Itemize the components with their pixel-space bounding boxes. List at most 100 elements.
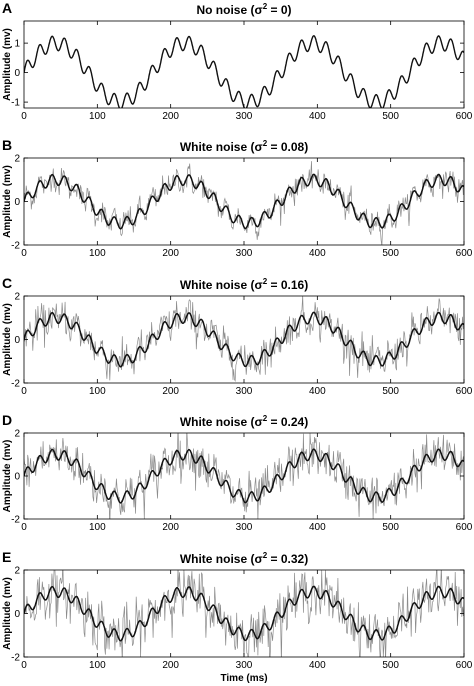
panel-letter: D bbox=[2, 412, 12, 428]
title-superscript: 2 bbox=[263, 2, 268, 11]
title-superscript: 2 bbox=[263, 277, 268, 286]
x-tick-label: 600 bbox=[456, 111, 473, 122]
title-suffix: = 0) bbox=[267, 3, 291, 17]
axes-box bbox=[23, 157, 465, 246]
y-tick-label: -1 bbox=[11, 98, 20, 109]
y-tick-label: 2 bbox=[14, 429, 20, 440]
x-tick-label: 0 bbox=[21, 386, 27, 397]
panel-title: White noise (σ2 = 0.16) bbox=[180, 277, 308, 292]
title-suffix: = 0.32) bbox=[267, 552, 308, 566]
x-tick-label: 400 bbox=[309, 111, 326, 122]
x-tick-label: 600 bbox=[456, 386, 473, 397]
y-tick-label: 0 bbox=[14, 197, 20, 208]
panel-title: White noise (σ2 = 0.24) bbox=[180, 414, 308, 429]
x-tick-label: 400 bbox=[309, 386, 326, 397]
y-tick-label: 0 bbox=[14, 68, 20, 79]
title-prefix: White noise ( bbox=[180, 415, 255, 429]
x-tick-label: 200 bbox=[162, 522, 179, 533]
title-suffix: = 0.16) bbox=[267, 278, 308, 292]
y-axis-label: Amplitude (mv) bbox=[2, 440, 13, 513]
y-tick-label: -2 bbox=[11, 515, 20, 526]
x-tick-label: 0 bbox=[21, 522, 27, 533]
clean-signal-line bbox=[24, 585, 464, 642]
series-group bbox=[24, 161, 464, 245]
panel-letter: A bbox=[2, 0, 12, 16]
y-axis-label: Amplitude (mv) bbox=[2, 28, 13, 101]
title-sigma: σ bbox=[254, 415, 262, 429]
title-prefix: White noise ( bbox=[180, 552, 255, 566]
title-prefix: White noise ( bbox=[180, 140, 255, 154]
y-tick-label: 0 bbox=[14, 472, 20, 483]
y-tick-label: -2 bbox=[11, 653, 20, 664]
x-tick-label: 300 bbox=[236, 386, 253, 397]
noisy-signal-line bbox=[24, 433, 464, 519]
x-tick-label: 100 bbox=[89, 111, 106, 122]
panel-e: E White noise (σ2 = 0.32)Amplitude (mv)0 1… bbox=[2, 549, 473, 684]
x-tick-label: 500 bbox=[382, 660, 399, 671]
x-tick-label: 500 bbox=[382, 111, 399, 122]
panel-letter: E bbox=[2, 549, 11, 565]
clean-signal-line bbox=[24, 311, 464, 368]
clean-signal-line bbox=[24, 448, 464, 504]
title-sigma: σ bbox=[254, 278, 262, 292]
panel-title: White noise (σ2 = 0.08) bbox=[180, 139, 308, 154]
x-tick-label: 100 bbox=[89, 386, 106, 397]
title-prefix: White noise ( bbox=[180, 278, 255, 292]
axes-box bbox=[23, 20, 465, 109]
x-tick-label: 300 bbox=[236, 248, 253, 259]
title-sigma: σ bbox=[254, 140, 262, 154]
noisy-signal-line bbox=[24, 161, 464, 245]
x-tick-label: 0 bbox=[21, 660, 27, 671]
title-sigma: σ bbox=[254, 552, 262, 566]
x-tick-label: 400 bbox=[309, 248, 326, 259]
panel-title: White noise (σ2 = 0.32) bbox=[180, 551, 308, 566]
series-group bbox=[24, 35, 464, 108]
x-tick-label: 200 bbox=[162, 386, 179, 397]
clean-signal-line bbox=[24, 173, 464, 230]
x-tick-label: 100 bbox=[89, 522, 106, 533]
x-tick-label: 400 bbox=[309, 522, 326, 533]
series-group bbox=[24, 296, 464, 383]
y-tick-label: 0 bbox=[14, 335, 20, 346]
x-tick-label: 500 bbox=[382, 386, 399, 397]
panel-letter: B bbox=[2, 137, 12, 153]
x-tick-label: 400 bbox=[309, 660, 326, 671]
series-group bbox=[24, 570, 464, 657]
y-axis-label: Amplitude (mv) bbox=[2, 165, 13, 238]
x-tick-label: 0 bbox=[21, 248, 27, 259]
title-prefix: No noise ( bbox=[196, 3, 254, 17]
x-tick-label: 100 bbox=[89, 660, 106, 671]
x-tick-label: 300 bbox=[236, 522, 253, 533]
title-superscript: 2 bbox=[263, 414, 268, 423]
series-group bbox=[24, 433, 464, 519]
clean-signal-line bbox=[24, 35, 464, 108]
y-axis-label: Amplitude (mv) bbox=[2, 303, 13, 376]
title-superscript: 2 bbox=[263, 551, 268, 560]
x-tick-label: 600 bbox=[456, 660, 473, 671]
y-tick-label: 2 bbox=[14, 292, 20, 303]
x-tick-label: 300 bbox=[236, 111, 253, 122]
x-tick-label: 200 bbox=[162, 111, 179, 122]
title-suffix: = 0.24) bbox=[267, 415, 308, 429]
x-axis-label: Time (ms) bbox=[220, 673, 267, 684]
x-tick-label: 200 bbox=[162, 248, 179, 259]
panel-letter: C bbox=[2, 275, 12, 291]
x-tick-label: 600 bbox=[456, 248, 473, 259]
panel-c: C White noise (σ2 = 0.16)Amplitude (mv)0 1… bbox=[2, 275, 473, 397]
panel-title: No noise (σ2 = 0) bbox=[196, 2, 291, 17]
y-tick-label: -2 bbox=[11, 241, 20, 252]
title-sigma: σ bbox=[254, 3, 262, 17]
x-tick-label: 0 bbox=[21, 111, 27, 122]
noisy-signal-line bbox=[24, 570, 464, 657]
x-tick-label: 600 bbox=[456, 522, 473, 533]
x-tick-label: 500 bbox=[382, 522, 399, 533]
panel-a: A No noise (σ2 = 0)Amplitude (mv)0 100 200 3… bbox=[2, 0, 473, 122]
panel-d: D White noise (σ2 = 0.24)Amplitude (mv)0 1… bbox=[2, 412, 473, 533]
y-tick-label: 0 bbox=[14, 609, 20, 620]
y-axis-label: Amplitude (mv) bbox=[2, 577, 13, 650]
title-suffix: = 0.08) bbox=[267, 140, 308, 154]
panel-b: B White noise (σ2 = 0.08)Amplitude (mv)0 1… bbox=[2, 137, 473, 259]
x-tick-label: 100 bbox=[89, 248, 106, 259]
x-tick-label: 200 bbox=[162, 660, 179, 671]
